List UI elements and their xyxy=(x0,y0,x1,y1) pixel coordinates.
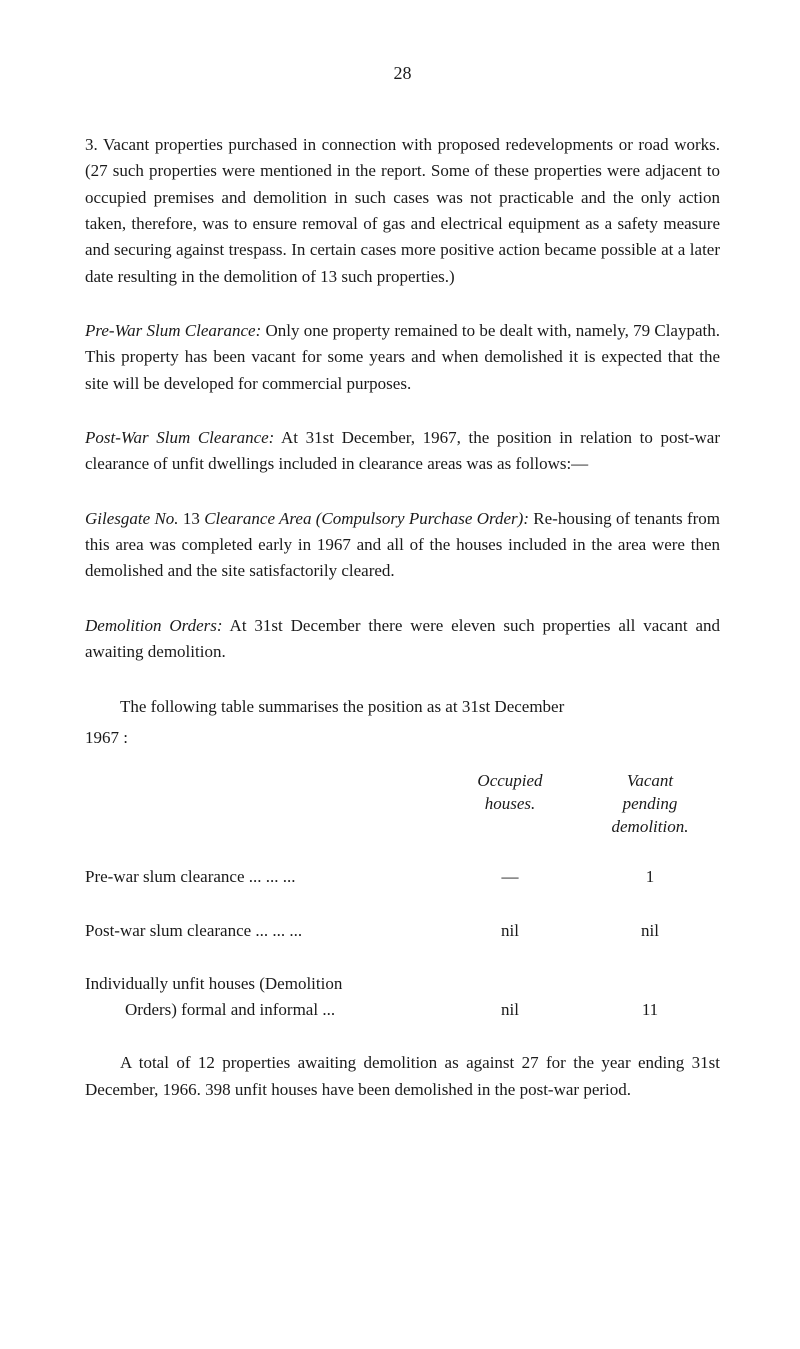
header-occupied-line1: Occupied xyxy=(440,770,580,793)
year-line: 1967 : xyxy=(85,725,720,751)
paragraph-1: 3. Vacant properties purchased in connec… xyxy=(85,132,720,290)
table-row-1: Pre-war slum clearance ... ... ... — 1 xyxy=(85,864,720,890)
row1-col2: 1 xyxy=(580,864,720,890)
paragraph-2: Pre-War Slum Clearance: Only one propert… xyxy=(85,318,720,397)
para4-label2: Clearance Area (Compulsory Purchase Orde… xyxy=(204,509,529,528)
header-vacant-line2: pending xyxy=(580,793,720,816)
table-row-2: Post-war slum clearance ... ... ... nil … xyxy=(85,918,720,944)
para5-label: Demolition Orders: xyxy=(85,616,223,635)
row2-label: Post-war slum clearance ... ... ... xyxy=(85,918,440,944)
paragraph-5: Demolition Orders: At 31st December ther… xyxy=(85,613,720,666)
paragraph-3: Post-War Slum Clearance: At 31st Decembe… xyxy=(85,425,720,478)
row3-col2: 11 xyxy=(580,997,720,1023)
header-vacant-line1: Vacant xyxy=(580,770,720,793)
row1-col1: — xyxy=(440,864,580,890)
para4-mid: 13 xyxy=(179,509,205,528)
row2-col1: nil xyxy=(440,918,580,944)
para3-label: Post-War Slum Clearance: xyxy=(85,428,274,447)
header-vacant-line3: demolition. xyxy=(580,816,720,839)
header-occupied: Occupied houses. xyxy=(440,770,580,839)
paragraph-4: Gilesgate No. 13 Clearance Area (Compuls… xyxy=(85,506,720,585)
table-row-3: Individually unfit houses (Demolition Or… xyxy=(85,971,720,1022)
row3-label-line1: Individually unfit houses (Demolition xyxy=(85,971,720,997)
header-vacant: Vacant pending demolition. xyxy=(580,770,720,839)
row3-col1: nil xyxy=(440,997,580,1023)
final-paragraph: A total of 12 properties awaiting demoli… xyxy=(85,1050,720,1103)
table-header: Occupied houses. Vacant pending demoliti… xyxy=(85,770,720,839)
header-occupied-line2: houses. xyxy=(440,793,580,816)
para2-label: Pre-War Slum Clearance: xyxy=(85,321,261,340)
row3-label-line2: Orders) formal and informal ... xyxy=(85,997,440,1023)
para4-label: Gilesgate No. xyxy=(85,509,179,528)
page-number: 28 xyxy=(85,60,720,87)
summary-intro: The following table summarises the posit… xyxy=(85,694,720,720)
row1-label: Pre-war slum clearance ... ... ... xyxy=(85,864,440,890)
row2-col2: nil xyxy=(580,918,720,944)
